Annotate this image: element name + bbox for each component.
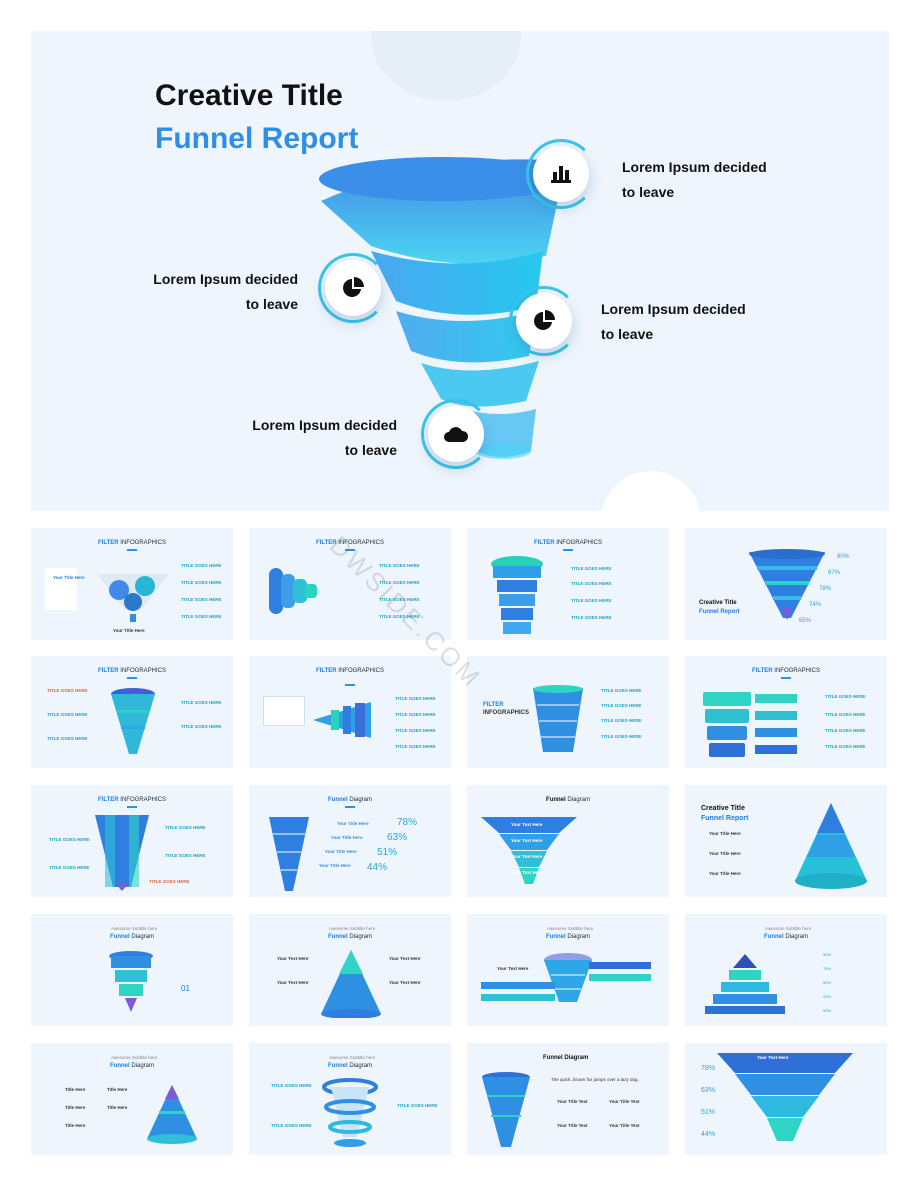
divider [345, 806, 355, 808]
cloud-icon [428, 406, 484, 462]
hero-node-4 [421, 399, 491, 469]
slide-heading: FILTER INFOGRAPHICS [98, 668, 166, 674]
slide-heading: Funnel Diagram [543, 1055, 589, 1061]
slide-thumb-8[interactable]: FILTER INFOGRAPHICS TITLE GOES HERE TITL… [685, 656, 887, 768]
funnel-graphic [544, 953, 592, 1002]
pyramid-graphic [795, 803, 867, 889]
funnel-graphic [749, 549, 825, 620]
slide-thumb-18[interactable]: Awesome Subtitle here Funnel Diagram TIT… [249, 1043, 451, 1155]
slide-heading: FILTER INFOGRAPHICS [752, 668, 820, 674]
funnel-graphic [269, 568, 317, 614]
pie-chart-icon [325, 260, 381, 316]
hero-title: Creative Title [155, 79, 343, 112]
slide-thumb-1[interactable]: FILTER INFOGRAPHICS Your Title Here Your… [31, 528, 233, 640]
funnel-graphic [482, 1072, 530, 1147]
funnel-graphic [322, 1078, 378, 1147]
pie-chart-icon [516, 293, 572, 349]
pyramid-graphic [321, 950, 381, 1018]
slide-heading: Funnel Diagram [545, 934, 590, 940]
funnel-graphic [97, 574, 169, 622]
slide-heading: Funnel Diagram [109, 934, 154, 940]
slide-heading: Funnel Diagram [109, 1063, 154, 1069]
slide-thumb-9[interactable]: FILTER INFOGRAPHICS TITLE GOES HERE TITL… [31, 785, 233, 897]
slide-thumb-15[interactable]: Awesome Subtitle here Funnel Diagram You… [467, 914, 669, 1026]
ring-decor [509, 286, 579, 356]
hero-node-2 [318, 253, 388, 323]
slide-heading: Funnel Diagram [327, 934, 372, 940]
slide-heading: FILTER INFOGRAPHICS [316, 668, 384, 674]
funnel-graphic [703, 692, 797, 757]
ring-decor [318, 253, 388, 323]
slide-heading: Funnel Diagram [327, 797, 372, 803]
hero-node-3 [509, 286, 579, 356]
pyramid-graphic [147, 1085, 197, 1144]
slide-thumb-19[interactable]: Funnel Diagram The quick, brown fox jump… [467, 1043, 669, 1155]
divider [127, 677, 137, 679]
funnel-graphic [269, 817, 309, 891]
ring-decor [421, 399, 491, 469]
slide-thumb-6[interactable]: FILTER INFOGRAPHICS TITLE GOES HERE TITL… [249, 656, 451, 768]
hero-label-4: Lorem Ipsum decided to leave [252, 417, 397, 458]
funnel-graphic [109, 951, 153, 1012]
slide-thumb-17[interactable]: Awesome Subtitle here Funnel Diagram Tit… [31, 1043, 233, 1155]
slide-heading: FILTER INFOGRAPHICS [316, 540, 384, 546]
slide-thumb-5[interactable]: FILTER INFOGRAPHICS TITLE GOES HERE TITL… [31, 656, 233, 768]
slide-thumb-2[interactable]: FILTER INFOGRAPHICS TITLE GOES HERE TITL… [249, 528, 451, 640]
slide-thumb-10[interactable]: Funnel Diagram Your Title Here Your Titl… [249, 785, 451, 897]
funnel-graphic [111, 688, 155, 754]
divider [127, 549, 137, 551]
funnel-graphic [533, 685, 583, 752]
ring-decor [526, 139, 596, 209]
slide-thumb-11[interactable]: Funnel Diagram Your Text Here Your Text … [467, 785, 669, 897]
divider [781, 677, 791, 679]
slide-thumb-20[interactable]: 78% 63% 51% 44% Your Text Here [685, 1043, 887, 1155]
funnel-graphic [481, 817, 577, 884]
decor-circle [601, 471, 701, 511]
divider [563, 549, 573, 551]
hero-label-1: Lorem Ipsum decided to leave [622, 159, 767, 200]
slide-thumb-16[interactable]: Awesome Subtitle here Funnel Diagram 90%… [685, 914, 887, 1026]
hero-subtitle: Funnel Report [155, 122, 359, 155]
funnel-graphic [313, 702, 371, 738]
slide-thumb-14[interactable]: Awesome Subtitle here Funnel Diagram You… [249, 914, 451, 1026]
slide-heading: Funnel Diagram [545, 797, 590, 803]
slide-thumb-7[interactable]: FILTER INFOGRAPHICS TITLE GOES HERE TITL… [467, 656, 669, 768]
hero-label-3: Lorem Ipsum decided to leave [601, 301, 746, 342]
slide-thumb-3[interactable]: FILTER INFOGRAPHICS TITLE GOES HERE TITL… [467, 528, 669, 640]
hero-label-2: Lorem Ipsum decided to leave [153, 271, 298, 312]
slide-thumb-12[interactable]: Creative Title Funnel Report Your Title … [685, 785, 887, 897]
hero-node-1 [526, 139, 596, 209]
funnel-graphic [95, 815, 149, 891]
divider [345, 684, 355, 686]
bar-chart-icon [533, 146, 589, 202]
slide-thumb-13[interactable]: Awesome Subtitle here Funnel Diagram 01 [31, 914, 233, 1026]
decor-circle [371, 31, 521, 101]
pyramid-graphic [705, 954, 785, 1014]
funnel-graphic [491, 556, 543, 634]
slide-heading: FILTER INFOGRAPHICS [534, 540, 602, 546]
slide-heading: FILTER INFOGRAPHICS [98, 797, 166, 803]
divider [127, 806, 137, 808]
slide-heading: FILTER INFOGRAPHICS [98, 540, 166, 546]
slide-heading: Funnel Diagram [327, 1063, 372, 1069]
slide-thumb-4[interactable]: Creative Title Funnel Report 90% 87% 78%… [685, 528, 887, 640]
divider [345, 549, 355, 551]
funnel-graphic [717, 1053, 853, 1141]
hero-slide: Creative Title Funnel Report Lorem Ipsum… [31, 31, 889, 511]
slide-heading: Funnel Diagram [763, 934, 808, 940]
